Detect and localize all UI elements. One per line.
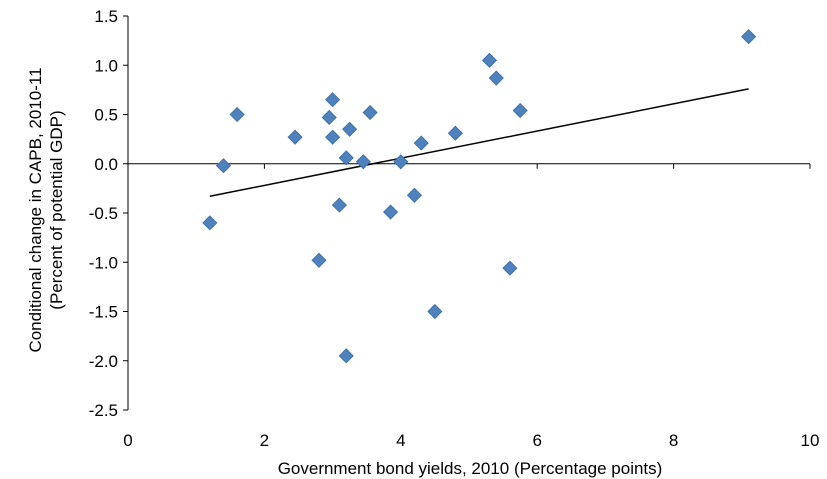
data-point — [488, 70, 504, 86]
axes — [123, 15, 811, 411]
y-axis-title-line-1: Conditional change in CAPB, 2010-11 — [26, 67, 45, 352]
data-point — [406, 187, 423, 203]
y-axis-title: Conditional change in CAPB, 2010-11 (Per… — [26, 67, 66, 352]
data-point — [427, 303, 443, 320]
y-tick-label: -2.0 — [89, 352, 118, 371]
trendline — [209, 88, 749, 197]
data-point — [202, 215, 218, 231]
data-point — [413, 135, 429, 151]
x-tick-label: 10 — [801, 431, 820, 450]
data-point — [741, 29, 757, 45]
x-tick-label: 6 — [532, 431, 541, 450]
data-point — [321, 109, 337, 126]
data-point — [287, 129, 303, 145]
x-tick-label: 2 — [260, 431, 269, 450]
trendline-group — [209, 88, 749, 197]
y-tick-label: 0.5 — [94, 106, 118, 125]
y-tick-label: 0.0 — [94, 155, 118, 174]
data-point — [502, 260, 518, 276]
data-point — [481, 52, 498, 68]
data-point — [355, 154, 371, 170]
data-point — [338, 348, 354, 364]
y-tick-label: -1.0 — [89, 253, 118, 272]
x-tick-label: 8 — [669, 431, 678, 450]
data-point — [512, 102, 528, 119]
data-point — [215, 158, 232, 174]
data-point — [338, 150, 354, 166]
y-tick-label: -0.5 — [89, 204, 118, 223]
x-axis-title: Government bond yields, 2010 (Percentage… — [278, 459, 663, 478]
data-point — [383, 204, 399, 220]
x-tick-label: 0 — [123, 431, 132, 450]
data-point — [311, 252, 327, 268]
data-point — [325, 129, 341, 145]
x-tick-label: 4 — [396, 431, 405, 450]
data-point — [362, 104, 378, 121]
y-axis-title-line-2: (Percent of potential GDP) — [47, 110, 66, 309]
data-point — [325, 92, 341, 108]
y-tick-label: -1.5 — [89, 303, 118, 322]
data-point — [393, 154, 409, 170]
y-tick-label: -2.5 — [89, 401, 118, 420]
data-points — [202, 29, 757, 364]
y-tick-label: 1.5 — [94, 7, 118, 26]
x-tick-labels: 0 2 4 6 8 10 — [123, 431, 819, 450]
y-tick-label: 1.0 — [94, 56, 118, 75]
y-tick-labels: 1.5 1.0 0.5 0.0 -0.5 -1.0 -1.5 -2.0 -2.5 — [89, 7, 118, 420]
data-point — [342, 121, 358, 137]
data-point — [331, 197, 347, 213]
data-point — [229, 106, 245, 123]
data-point — [447, 125, 463, 141]
